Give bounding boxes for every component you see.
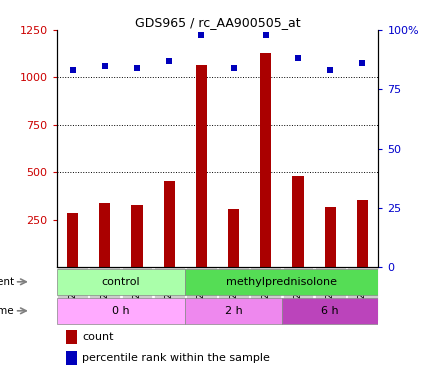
Text: GSM29161: GSM29161 (357, 269, 366, 318)
Bar (227, 209, 239, 267)
Bar (185, 269, 378, 295)
Text: GSM29157: GSM29157 (293, 269, 302, 318)
Point (69, 68, 76, 74)
Bar (260, 53, 271, 267)
Bar (281, 298, 378, 324)
Bar (67, 213, 78, 267)
Bar (163, 181, 174, 267)
Bar (56, 269, 185, 295)
Point (358, 60, 365, 66)
FancyBboxPatch shape (217, 267, 249, 320)
Bar (131, 205, 142, 267)
Point (262, 32, 269, 38)
Point (294, 56, 301, 62)
FancyBboxPatch shape (185, 267, 217, 320)
FancyBboxPatch shape (250, 267, 281, 320)
FancyBboxPatch shape (57, 267, 88, 320)
Text: GSM29141: GSM29141 (261, 269, 270, 318)
Point (326, 68, 333, 74)
Bar (356, 200, 367, 267)
Text: 0 h: 0 h (112, 306, 129, 316)
Point (133, 65, 140, 71)
Bar (185, 298, 281, 324)
Point (101, 63, 108, 69)
Text: percentile rank within the sample: percentile rank within the sample (82, 353, 270, 363)
Bar (56, 298, 185, 324)
Text: GSM29125: GSM29125 (164, 269, 173, 318)
Text: 6 h: 6 h (321, 306, 338, 316)
Text: 2 h: 2 h (224, 306, 242, 316)
Text: count: count (82, 332, 114, 342)
Bar (66, 330, 77, 344)
Bar (324, 207, 335, 267)
Bar (292, 176, 303, 267)
Text: GSM29159: GSM29159 (325, 269, 334, 318)
Point (230, 65, 237, 71)
FancyBboxPatch shape (89, 267, 120, 320)
FancyBboxPatch shape (153, 267, 184, 320)
FancyBboxPatch shape (282, 267, 313, 320)
FancyBboxPatch shape (121, 267, 152, 320)
Text: GSM29123: GSM29123 (132, 269, 141, 318)
Point (197, 32, 204, 38)
Text: agent: agent (0, 277, 15, 287)
Bar (195, 65, 207, 267)
Text: GSM29121: GSM29121 (100, 269, 109, 318)
Bar (66, 351, 77, 365)
Text: GSM29138: GSM29138 (229, 269, 237, 318)
Text: methylprednisolone: methylprednisolone (226, 277, 337, 287)
Point (165, 58, 172, 64)
Title: GDS965 / rc_AA900505_at: GDS965 / rc_AA900505_at (135, 16, 299, 29)
FancyBboxPatch shape (314, 267, 345, 320)
Text: GSM29119: GSM29119 (68, 269, 77, 318)
Text: time: time (0, 306, 15, 316)
Bar (99, 203, 110, 267)
FancyBboxPatch shape (346, 267, 377, 320)
Text: GSM29137: GSM29137 (197, 269, 205, 318)
Text: control: control (102, 277, 140, 287)
